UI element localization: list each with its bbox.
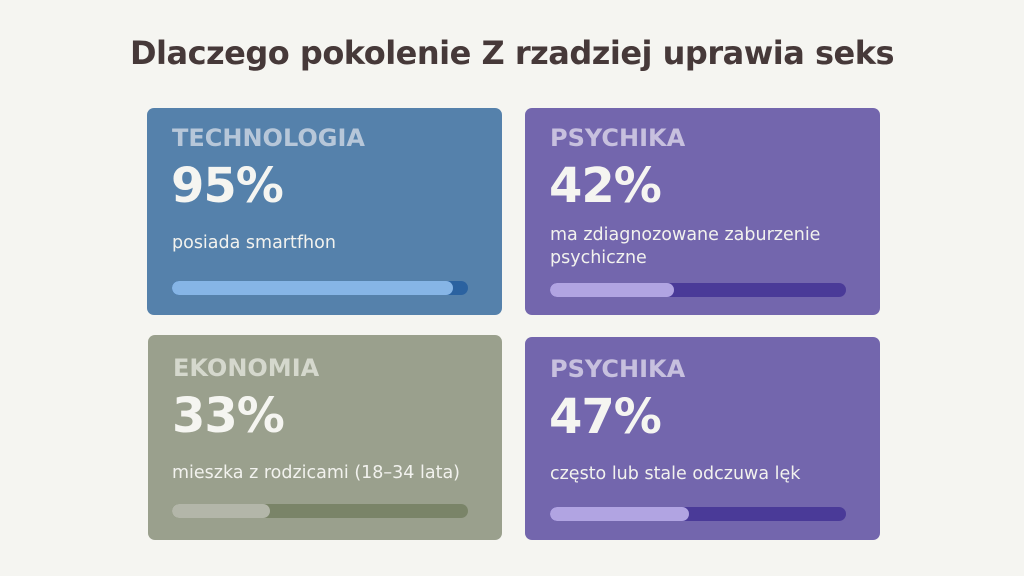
- progress-fill: [172, 504, 270, 518]
- progress-bar: [550, 507, 846, 521]
- card-category: EKONOMIA: [173, 354, 320, 382]
- stat-card-ekonomia: EKONOMIA 33% mieszka z rodzicami (18–34 …: [148, 335, 502, 540]
- card-value: 42%: [549, 158, 662, 214]
- card-description: ma zdiagnozowane zaburzenie psychiczne: [550, 225, 821, 268]
- card-value: 47%: [549, 389, 662, 445]
- stat-card-technologia: TECHNOLOGIA 95% posiada smartfhon: [147, 108, 502, 315]
- progress-bar: [172, 504, 468, 518]
- stat-card-psychika-lek: PSYCHIKA 47% często lub stale odczuwa lę…: [525, 337, 880, 540]
- page-title: Dlaczego pokolenie Z rzadziej uprawia se…: [129, 34, 895, 72]
- card-description: mieszka z rodzicami (18–34 lata): [172, 463, 461, 483]
- card-category: PSYCHIKA: [550, 355, 686, 383]
- card-category: PSYCHIKA: [550, 124, 686, 152]
- progress-fill: [550, 283, 675, 297]
- stat-card-psychika-diagnoza: PSYCHIKA 42% ma zdiagnozowane zaburzenie…: [525, 108, 880, 315]
- progress-bar: [550, 283, 846, 297]
- card-value: 95%: [171, 158, 284, 214]
- progress-bar: [172, 281, 468, 295]
- card-description: często lub stale odczuwa lęk: [550, 464, 801, 484]
- card-category: TECHNOLOGIA: [172, 124, 365, 152]
- progress-fill: [172, 281, 454, 295]
- card-description: posiada smartfhon: [172, 233, 336, 253]
- progress-fill: [550, 507, 690, 521]
- card-value: 33%: [172, 388, 285, 444]
